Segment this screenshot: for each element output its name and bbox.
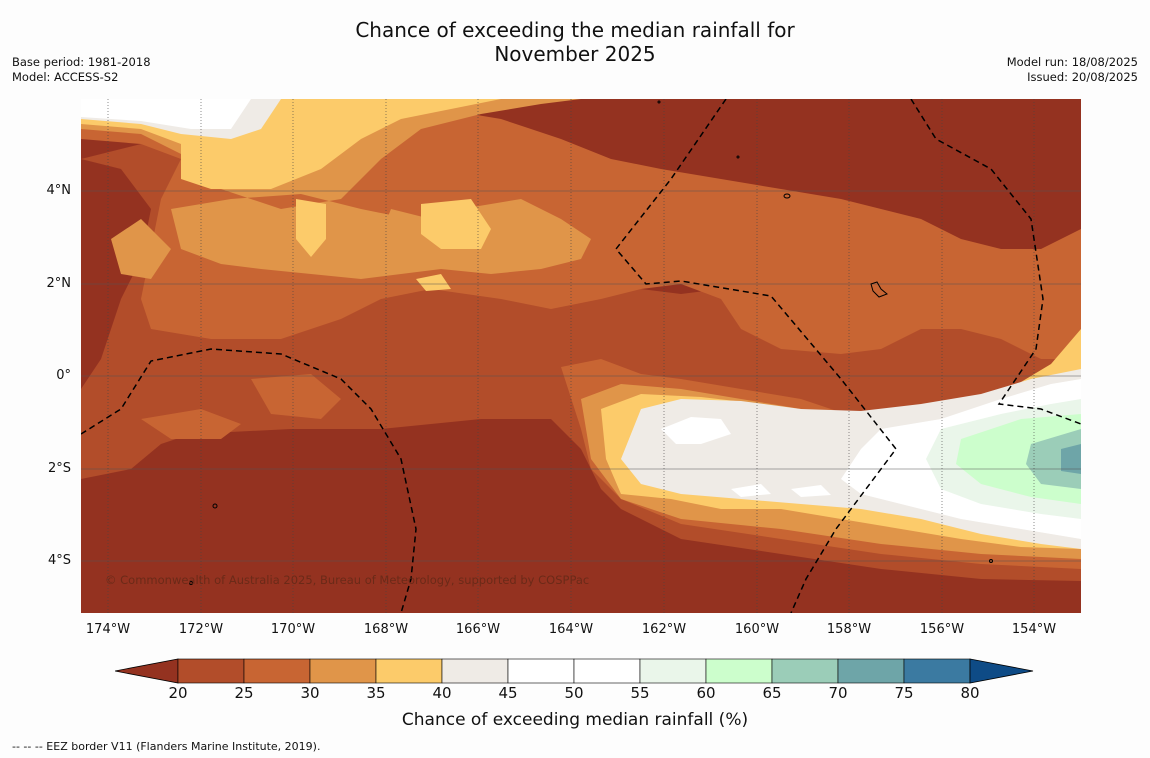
colorbar-tick-label: 50 xyxy=(564,684,584,702)
title-line-2: November 2025 xyxy=(494,42,656,66)
lon-label-160w: 160°W xyxy=(734,622,780,637)
rainfall-contour-map xyxy=(81,99,1081,613)
model-name: Model: ACCESS-S2 xyxy=(12,70,119,84)
contour-65-70 xyxy=(1026,429,1081,489)
map-panel: © Commonwealth of Australia 2025, Bureau… xyxy=(81,99,1081,613)
colorbar xyxy=(114,658,1037,688)
colorbar-tick-label: 30 xyxy=(300,684,320,702)
lat-label-0: 0° xyxy=(56,368,71,383)
colorbar-swatch xyxy=(309,658,377,684)
lon-label-156w: 156°W xyxy=(919,622,965,637)
graticule xyxy=(81,190,1081,562)
lon-label-166w: 166°W xyxy=(455,622,501,637)
colorbar-extend-high xyxy=(969,658,1034,684)
lon-label-164w: 164°W xyxy=(548,622,594,637)
lat-label-2s: 2°S xyxy=(47,461,71,476)
colorbar-swatch xyxy=(903,658,971,684)
colorbar-swatch xyxy=(177,658,245,684)
lon-label-158w: 158°W xyxy=(826,622,872,637)
colorbar-swatch xyxy=(771,658,839,684)
colorbar-tick-label: 45 xyxy=(498,684,518,702)
colorbar-swatch xyxy=(639,658,707,684)
colorbar-swatch xyxy=(243,658,311,684)
meta-left: Base period: 1981-2018 Model: ACCESS-S2 xyxy=(12,55,151,85)
colorbar-label: Chance of exceeding median rainfall (%) xyxy=(401,710,749,730)
copyright-notice: © Commonwealth of Australia 2025, Bureau… xyxy=(105,573,590,587)
lat-label-2n: 2°N xyxy=(46,276,72,291)
model-run: Model run: 18/08/2025 xyxy=(1006,55,1138,69)
lon-label-172w: 172°W xyxy=(178,622,224,637)
colorbar-swatch xyxy=(705,658,773,684)
islands xyxy=(189,100,993,585)
colorbar-swatch xyxy=(507,658,575,684)
colorbar-tick-label: 60 xyxy=(696,684,716,702)
map-title: Chance of exceeding the median rainfall … xyxy=(0,18,1150,66)
title-line-1: Chance of exceeding the median rainfall … xyxy=(355,18,795,42)
colorbar-swatch xyxy=(441,658,509,684)
lon-label-170w: 170°W xyxy=(270,622,316,637)
colorbar-tick-label: 20 xyxy=(168,684,188,702)
colorbar-tick-label: 35 xyxy=(366,684,386,702)
colorbar-extend-low xyxy=(114,658,179,684)
lat-label-4n: 4°N xyxy=(46,183,72,198)
colorbar-tick-label: 25 xyxy=(234,684,254,702)
meta-right: Model run: 18/08/2025 Issued: 20/08/2025 xyxy=(1007,55,1138,85)
colorbar-tick-label: 40 xyxy=(432,684,452,702)
colorbar-swatch xyxy=(837,658,905,684)
colorbar-swatch xyxy=(573,658,641,684)
lon-label-174w: 174°W xyxy=(85,622,131,637)
issued-date: Issued: 20/08/2025 xyxy=(1027,70,1138,84)
contour-70-75 xyxy=(1061,444,1081,474)
eez-borders xyxy=(81,99,1081,613)
colorbar-tick-label: 55 xyxy=(630,684,650,702)
lon-label-162w: 162°W xyxy=(641,622,687,637)
colorbar-swatches xyxy=(114,658,1034,684)
contour-45-50 xyxy=(81,99,1081,549)
lat-label-4s: 4°S xyxy=(47,553,71,568)
colorbar-tick-label: 70 xyxy=(828,684,848,702)
colorbar-tick-label: 80 xyxy=(960,684,980,702)
lon-label-168w: 168°W xyxy=(363,622,409,637)
base-period: Base period: 1981-2018 xyxy=(12,55,151,69)
eez-footnote: -- -- -- EEZ border V11 (Flanders Marine… xyxy=(12,740,321,753)
colorbar-tick-label: 75 xyxy=(894,684,914,702)
lon-label-154w: 154°W xyxy=(1011,622,1057,637)
colorbar-tick-label: 65 xyxy=(762,684,782,702)
colorbar-swatch xyxy=(375,658,443,684)
